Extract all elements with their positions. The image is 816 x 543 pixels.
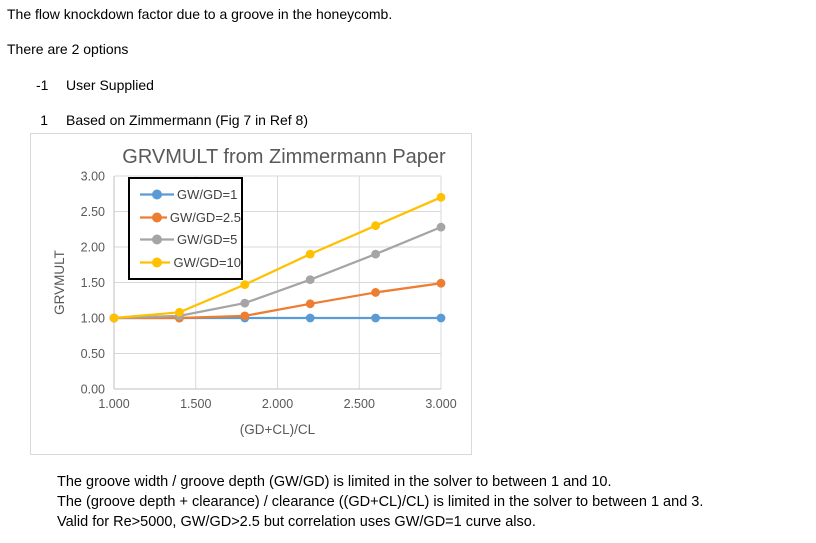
legend-marker-icon xyxy=(140,189,174,200)
y-tick-label: 2.50 xyxy=(81,205,105,219)
option-value: 1 xyxy=(40,112,48,128)
options-heading: There are 2 options xyxy=(7,41,129,57)
legend-label: GW/GD=1 xyxy=(177,186,238,202)
option-label: User Supplied xyxy=(66,77,154,93)
legend-marker-icon xyxy=(140,212,167,223)
data-point-marker xyxy=(240,280,250,290)
series-line-3 xyxy=(113,196,442,320)
legend-label: GW/GD=2.5 xyxy=(169,209,241,225)
option-row-zimmermann: 1 Based on Zimmermann (Fig 7 in Ref 8) xyxy=(36,112,308,128)
data-point-marker xyxy=(371,221,380,231)
data-point-marker xyxy=(436,278,446,288)
data-point-marker xyxy=(436,313,446,323)
option-row-user-supplied: -1 User Supplied xyxy=(36,77,154,93)
note-line: Valid for Re>5000, GW/GD>2.5 but correla… xyxy=(57,514,536,530)
data-point-marker xyxy=(436,192,446,202)
legend-marker-icon xyxy=(140,234,174,245)
option-label: Based on Zimmermann (Fig 7 in Ref 8) xyxy=(66,112,308,128)
data-point-marker xyxy=(371,313,380,323)
data-point-marker xyxy=(305,249,315,259)
x-tick-label: 1.500 xyxy=(180,397,211,411)
y-tick-label: 3.00 xyxy=(81,170,105,184)
x-tick-label: 3.000 xyxy=(425,397,456,411)
solver-notes: The groove width / groove depth (GW/GD) … xyxy=(57,472,703,532)
note-line: The (groove depth + clearance) / clearan… xyxy=(57,494,704,510)
data-point-marker xyxy=(240,298,250,308)
data-point-marker xyxy=(371,288,380,297)
data-point-marker xyxy=(240,311,250,321)
data-point-marker xyxy=(305,275,315,285)
data-point-marker xyxy=(109,313,119,323)
chart-legend: GW/GD=1 GW/GD=2.5 GW/GD=5 GW/GD=10 xyxy=(128,177,243,280)
y-tick-label: 2.00 xyxy=(81,241,105,255)
grvmult-chart: 0.00 0.50 1.00 1.50 2.00 2.50 3.00 1.000 1.500 2.… xyxy=(52,146,457,437)
data-point-marker xyxy=(305,313,315,323)
chart-title: GRVMULT from Zimmermann Paper xyxy=(122,146,446,168)
series-line-1 xyxy=(114,282,442,320)
data-point-marker xyxy=(305,299,315,309)
y-axis-title: GRVMULT xyxy=(52,250,67,315)
x-axis-title: (GD+CL)/CL xyxy=(240,422,316,437)
note-line: The groove width / groove depth (GW/GD) … xyxy=(57,474,612,490)
series-line-2 xyxy=(113,226,442,320)
y-tick-label: 0.50 xyxy=(81,347,105,361)
intro-text: The flow knockdown factor due to a groov… xyxy=(7,6,393,22)
legend-item-3: GW/GD=10 xyxy=(140,255,241,270)
legend-item-1: GW/GD=2.5 xyxy=(140,210,241,225)
y-tick-label: 1.50 xyxy=(81,276,105,290)
legend-label: GW/GD=10 xyxy=(173,255,241,271)
data-point-marker xyxy=(436,222,446,232)
y-tick-label: 1.00 xyxy=(81,312,105,326)
option-value: -1 xyxy=(36,77,49,93)
chart-frame: 0.00 0.50 1.00 1.50 2.00 2.50 3.00 1.000 1.500 2.… xyxy=(30,133,472,455)
data-point-marker xyxy=(175,307,184,317)
x-tick-label: 2.500 xyxy=(344,397,375,411)
legend-item-0: GW/GD=1 xyxy=(140,187,241,202)
legend-label: GW/GD=5 xyxy=(177,232,238,248)
data-point-marker xyxy=(371,249,380,259)
legend-item-2: GW/GD=5 xyxy=(140,232,241,247)
x-tick-label: 1.000 xyxy=(98,397,129,411)
x-tick-label: 2.000 xyxy=(262,397,293,411)
y-tick-label: 0.00 xyxy=(81,383,105,397)
legend-marker-icon xyxy=(140,257,171,268)
